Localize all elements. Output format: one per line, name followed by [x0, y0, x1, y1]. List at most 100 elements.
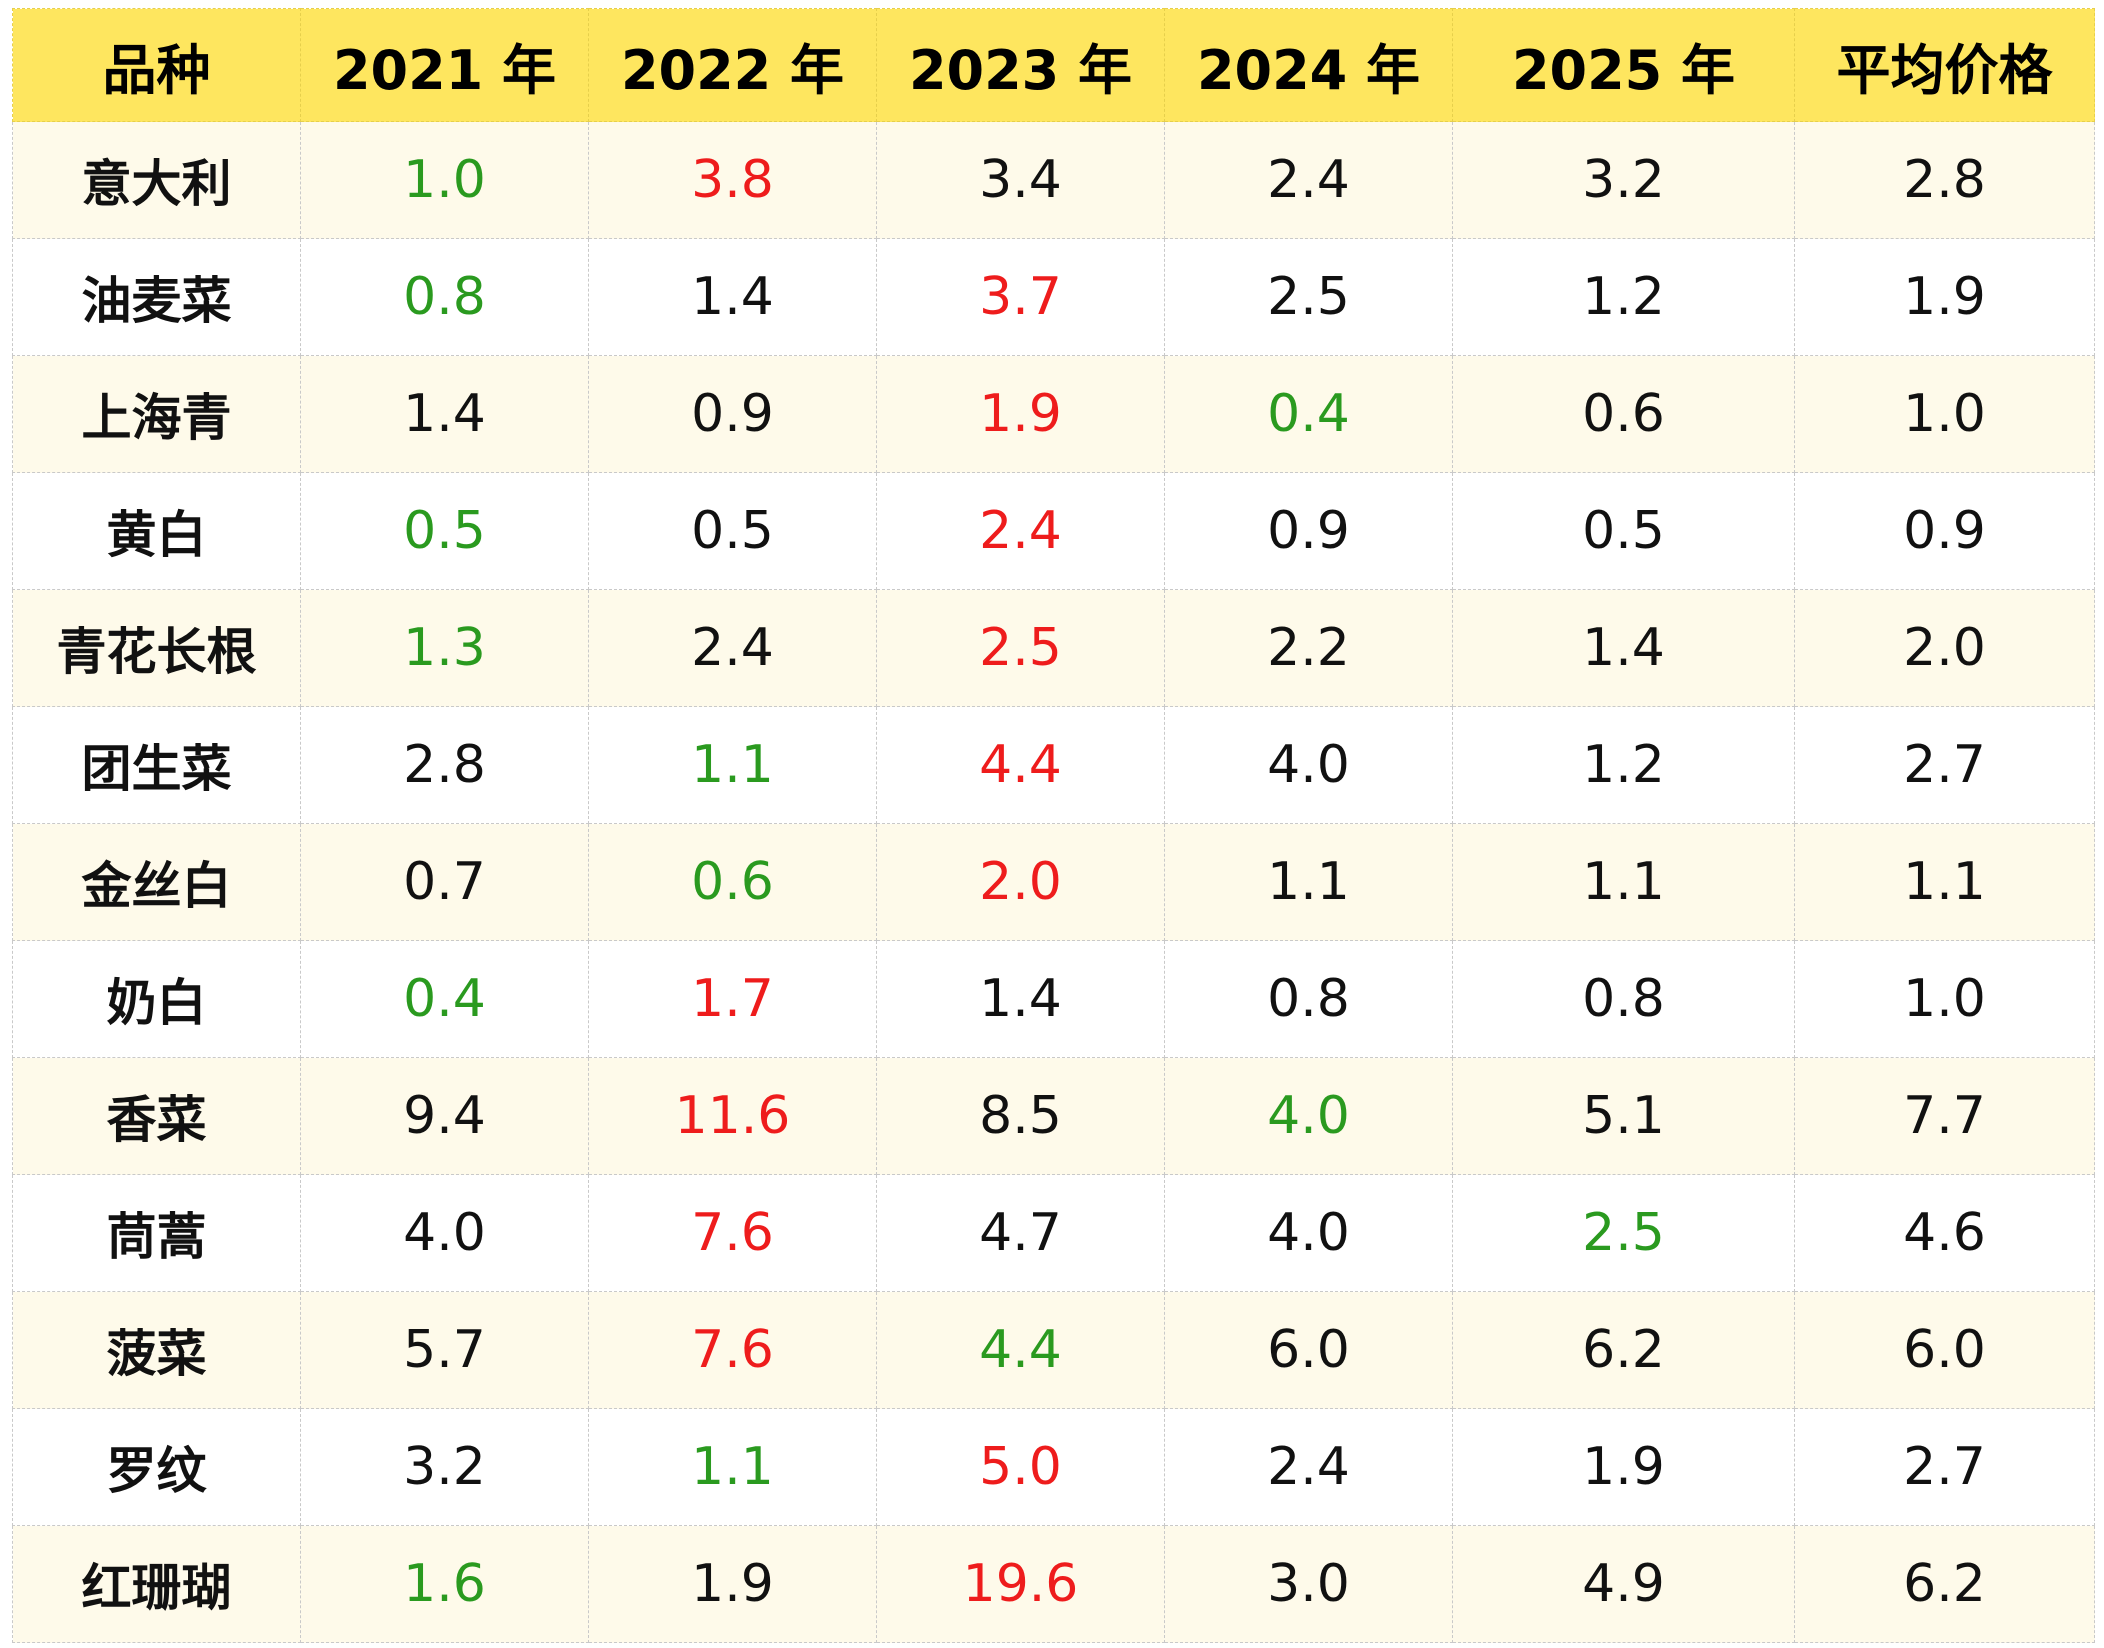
price-cell-2025: 0.8 [1452, 940, 1795, 1058]
price-cell-2025: 2.5 [1452, 1174, 1795, 1292]
table-row: 意大利 1.0 3.8 3.4 2.4 3.2 2.8 [12, 121, 2095, 239]
price-cell-2022: 1.7 [588, 940, 877, 1058]
price-cell-2021: 4.0 [300, 1174, 589, 1292]
price-cell-2021: 0.7 [300, 823, 589, 941]
price-cell-2022: 11.6 [588, 1057, 877, 1175]
table-row: 黄白 0.5 0.5 2.4 0.9 0.5 0.9 [12, 472, 2095, 590]
variety-name-cell: 菠菜 [12, 1291, 301, 1409]
price-cell-2025: 1.2 [1452, 706, 1795, 824]
variety-name-cell: 金丝白 [12, 823, 301, 941]
table-row: 金丝白 0.7 0.6 2.0 1.1 1.1 1.1 [12, 823, 2095, 941]
price-cell-2021: 1.6 [300, 1525, 589, 1643]
price-cell-2021: 0.5 [300, 472, 589, 590]
price-cell-2025: 5.1 [1452, 1057, 1795, 1175]
price-cell-2023: 8.5 [876, 1057, 1165, 1175]
price-cell-2023: 2.0 [876, 823, 1165, 941]
price-cell-2024: 2.2 [1164, 589, 1453, 707]
table-row: 上海青 1.4 0.9 1.9 0.4 0.6 1.0 [12, 355, 2095, 473]
table-body: 意大利 1.0 3.8 3.4 2.4 3.2 2.8 油麦菜 0.8 1.4 3.7 2.5 1.2 1… [12, 121, 2095, 1643]
price-cell-2022: 1.4 [588, 238, 877, 356]
table-row: 菠菜 5.7 7.6 4.4 6.0 6.2 6.0 [12, 1291, 2095, 1409]
price-cell-average: 4.6 [1794, 1174, 2095, 1292]
header-2022: 2022 年 [588, 8, 877, 122]
price-cell-2024: 0.8 [1164, 940, 1453, 1058]
price-cell-2024: 4.0 [1164, 1174, 1453, 1292]
price-cell-2024: 2.4 [1164, 121, 1453, 239]
price-cell-2024: 0.4 [1164, 355, 1453, 473]
price-cell-2022: 7.6 [588, 1291, 877, 1409]
variety-name-cell: 青花长根 [12, 589, 301, 707]
variety-name-cell: 油麦菜 [12, 238, 301, 356]
variety-name-cell: 茼蒿 [12, 1174, 301, 1292]
price-cell-2021: 0.4 [300, 940, 589, 1058]
price-cell-2023: 4.7 [876, 1174, 1165, 1292]
price-cell-average: 2.8 [1794, 121, 2095, 239]
variety-name-cell: 意大利 [12, 121, 301, 239]
price-cell-2024: 4.0 [1164, 1057, 1453, 1175]
price-cell-2023: 1.9 [876, 355, 1165, 473]
price-cell-2021: 1.3 [300, 589, 589, 707]
header-variety: 品种 [12, 8, 301, 122]
variety-name-cell: 香菜 [12, 1057, 301, 1175]
price-cell-2025: 6.2 [1452, 1291, 1795, 1409]
price-cell-2024: 1.1 [1164, 823, 1453, 941]
price-cell-average: 2.7 [1794, 706, 2095, 824]
price-cell-2025: 1.1 [1452, 823, 1795, 941]
price-cell-2024: 2.5 [1164, 238, 1453, 356]
table-row: 奶白 0.4 1.7 1.4 0.8 0.8 1.0 [12, 940, 2095, 1058]
price-table-container: 品种 2021 年 2022 年 2023 年 2024 年 2025 年 平均… [12, 8, 2095, 1643]
price-cell-average: 2.0 [1794, 589, 2095, 707]
price-cell-2022: 1.9 [588, 1525, 877, 1643]
price-cell-2021: 2.8 [300, 706, 589, 824]
header-average-price: 平均价格 [1794, 8, 2095, 122]
price-cell-average: 2.7 [1794, 1408, 2095, 1526]
price-cell-2025: 0.5 [1452, 472, 1795, 590]
price-cell-average: 1.0 [1794, 940, 2095, 1058]
table-row: 茼蒿 4.0 7.6 4.7 4.0 2.5 4.6 [12, 1174, 2095, 1292]
table-row: 罗纹 3.2 1.1 5.0 2.4 1.9 2.7 [12, 1408, 2095, 1526]
table-row: 油麦菜 0.8 1.4 3.7 2.5 1.2 1.9 [12, 238, 2095, 356]
price-cell-2024: 3.0 [1164, 1525, 1453, 1643]
table-row: 团生菜 2.8 1.1 4.4 4.0 1.2 2.7 [12, 706, 2095, 824]
price-cell-average: 6.0 [1794, 1291, 2095, 1409]
price-cell-2022: 2.4 [588, 589, 877, 707]
header-2024: 2024 年 [1164, 8, 1453, 122]
price-cell-2023: 4.4 [876, 706, 1165, 824]
price-cell-2025: 1.2 [1452, 238, 1795, 356]
price-cell-2021: 1.0 [300, 121, 589, 239]
price-cell-average: 7.7 [1794, 1057, 2095, 1175]
price-cell-2022: 7.6 [588, 1174, 877, 1292]
price-cell-2025: 4.9 [1452, 1525, 1795, 1643]
header-2023: 2023 年 [876, 8, 1165, 122]
price-cell-2025: 0.6 [1452, 355, 1795, 473]
price-cell-2022: 1.1 [588, 706, 877, 824]
price-cell-2023: 2.4 [876, 472, 1165, 590]
price-cell-average: 6.2 [1794, 1525, 2095, 1643]
table-row: 青花长根 1.3 2.4 2.5 2.2 1.4 2.0 [12, 589, 2095, 707]
price-cell-average: 0.9 [1794, 472, 2095, 590]
price-cell-2023: 2.5 [876, 589, 1165, 707]
variety-name-cell: 罗纹 [12, 1408, 301, 1526]
header-2025: 2025 年 [1452, 8, 1795, 122]
price-cell-2023: 4.4 [876, 1291, 1165, 1409]
table-row: 香菜 9.4 11.6 8.5 4.0 5.1 7.7 [12, 1057, 2095, 1175]
price-cell-2022: 3.8 [588, 121, 877, 239]
price-cell-average: 1.1 [1794, 823, 2095, 941]
vegetable-price-table: 品种 2021 年 2022 年 2023 年 2024 年 2025 年 平均… [12, 8, 2095, 1643]
price-cell-average: 1.9 [1794, 238, 2095, 356]
price-cell-2024: 4.0 [1164, 706, 1453, 824]
price-cell-2024: 2.4 [1164, 1408, 1453, 1526]
table-row: 红珊瑚 1.6 1.9 19.6 3.0 4.9 6.2 [12, 1525, 2095, 1643]
price-cell-2023: 3.7 [876, 238, 1165, 356]
variety-name-cell: 团生菜 [12, 706, 301, 824]
price-cell-2022: 0.9 [588, 355, 877, 473]
price-cell-2022: 0.6 [588, 823, 877, 941]
price-cell-2023: 19.6 [876, 1525, 1165, 1643]
price-cell-2021: 1.4 [300, 355, 589, 473]
price-cell-2021: 5.7 [300, 1291, 589, 1409]
variety-name-cell: 黄白 [12, 472, 301, 590]
price-cell-2021: 0.8 [300, 238, 589, 356]
price-cell-2022: 1.1 [588, 1408, 877, 1526]
price-cell-2023: 5.0 [876, 1408, 1165, 1526]
variety-name-cell: 红珊瑚 [12, 1525, 301, 1643]
